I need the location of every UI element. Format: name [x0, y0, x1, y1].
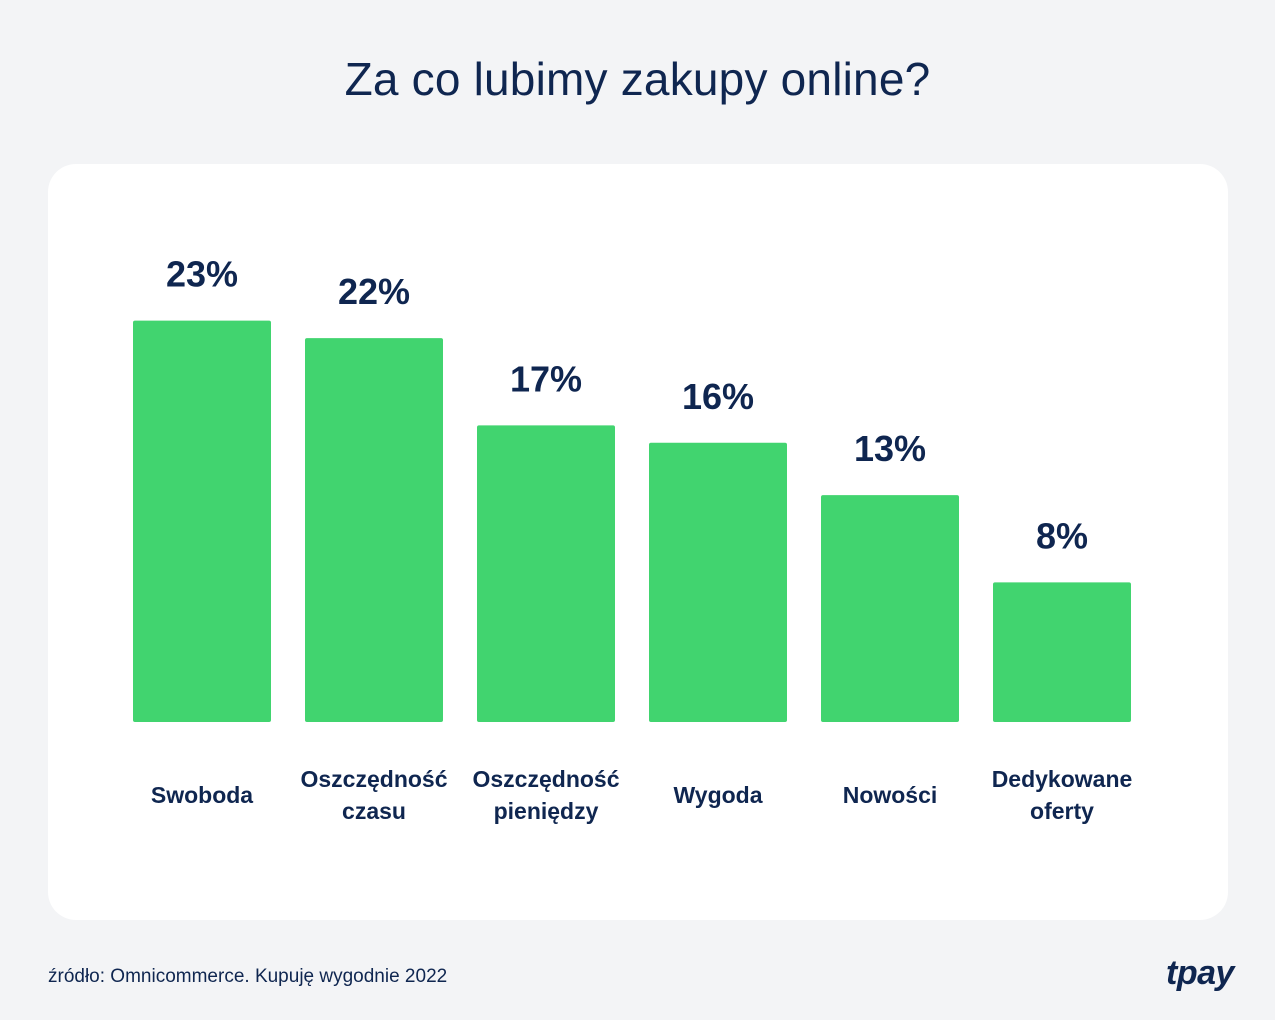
bar-5: [821, 495, 959, 722]
value-label-6: 8%: [1036, 515, 1088, 556]
category-label-6: Dedykowane oferty: [992, 766, 1133, 824]
category-label-1: Swoboda: [151, 782, 253, 808]
bar-2: [305, 338, 443, 722]
value-label-5: 13%: [854, 428, 926, 469]
source-note: źródło: Omnicommerce. Kupuję wygodnie 20…: [48, 966, 448, 987]
category-label-4: Wygoda: [673, 782, 762, 808]
bar-1: [133, 320, 271, 722]
bar-3: [477, 425, 615, 722]
chart-title: Za co lubimy zakupy online?: [344, 53, 931, 105]
value-label-4: 16%: [682, 376, 754, 417]
value-label-3: 17%: [510, 358, 582, 399]
value-label-2: 22%: [338, 271, 410, 312]
tpay-logo: tpay: [1166, 954, 1234, 992]
category-label-5: Nowości: [843, 782, 938, 808]
bar-6: [993, 582, 1131, 722]
category-label-2: Oszczędność czasu: [301, 766, 448, 824]
bar-4: [649, 442, 787, 722]
category-label-3: Oszczędność pieniędzy: [473, 766, 620, 824]
value-label-1: 23%: [166, 254, 238, 295]
